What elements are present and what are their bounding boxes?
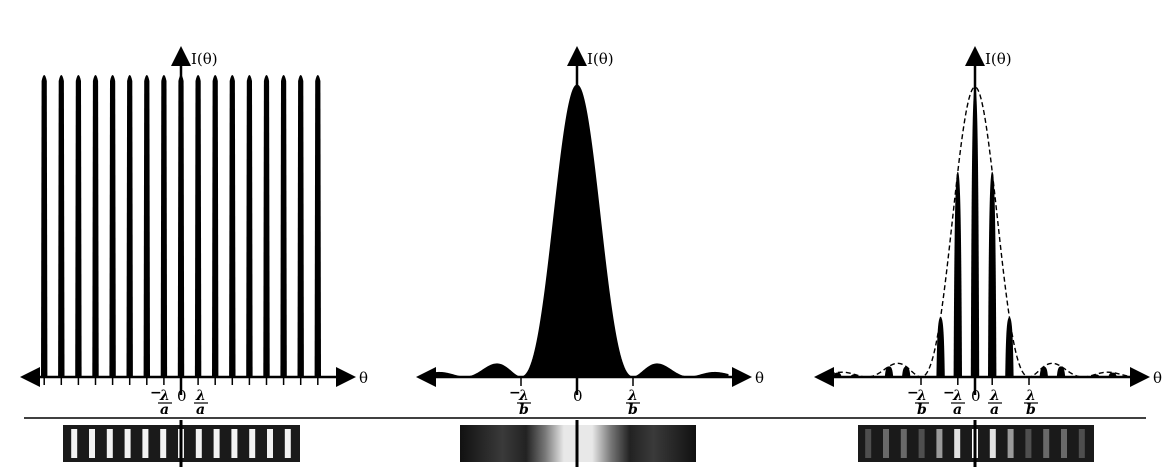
grating-peak — [92, 75, 99, 377]
svg-text:−: − — [943, 385, 955, 401]
grating-fringe-line — [267, 429, 273, 458]
combined-peak — [1005, 317, 1014, 377]
grating-peaks — [41, 75, 321, 377]
grating-peak — [126, 75, 133, 377]
grating-fringe-line — [142, 429, 149, 458]
combined-peak — [953, 171, 962, 377]
grating-peak — [75, 75, 82, 377]
combined-fringe-line — [954, 429, 961, 458]
combined-fringe-line — [883, 429, 889, 458]
combined-peak — [936, 317, 945, 377]
combined-peak — [988, 171, 997, 377]
grating-peak — [314, 75, 321, 377]
grating-peak — [229, 75, 236, 377]
grating-peak — [58, 75, 65, 377]
combined-fringe-line — [865, 429, 872, 458]
svg-text:λ: λ — [989, 388, 1000, 404]
grating-fringe-line — [106, 429, 113, 458]
tick-label-minus-lambda-over-a: − — [150, 385, 162, 401]
grating-peak — [41, 75, 48, 377]
grating-fringe-line — [124, 429, 131, 458]
combined-tick-marks — [920, 377, 1030, 385]
svg-text:λ: λ — [627, 388, 638, 404]
svg-text:−: − — [509, 385, 521, 401]
tick-label-minus-lambda-over-a-den: a — [160, 402, 169, 418]
panel-single-slit: I(θ) θ − λ b 0 λ b — [416, 46, 764, 467]
svg-text:λ: λ — [1025, 388, 1036, 404]
combined-x-axis-label: θ — [1153, 369, 1162, 387]
panel-grating: I(θ) θ − λ a 0 λ a — [20, 46, 368, 467]
combined-fringe-line — [1061, 429, 1067, 458]
grating-peak — [194, 75, 202, 377]
grating-fringe-line — [284, 429, 291, 458]
grating-peak — [160, 75, 168, 377]
grating-fringe-line — [231, 429, 238, 458]
grating-peak — [297, 75, 304, 377]
svg-text:0: 0 — [573, 387, 583, 405]
tick-label-minus-lambda-over-a-num: λ — [159, 388, 170, 404]
single-slit-x-axis-label: θ — [755, 369, 764, 387]
svg-text:λ: λ — [518, 388, 529, 404]
combined-fringe-line — [900, 429, 907, 458]
svg-text:b: b — [519, 402, 529, 418]
combined-envelope-dashed — [829, 86, 1131, 378]
grating-tick-labels: − λ a 0 λ a — [150, 385, 208, 418]
grating-fringe-line — [249, 429, 256, 458]
grating-fringe-line — [195, 429, 202, 458]
grating-y-axis-label: I(θ) — [191, 50, 218, 68]
grating-tick-marks — [43, 377, 319, 385]
combined-tick-labels: − λ b − λ a 0 λ a λ b — [907, 385, 1038, 418]
grating-peak — [212, 75, 219, 377]
svg-text:b: b — [1026, 402, 1036, 418]
grating-fringe-line — [160, 429, 167, 458]
combined-fringe-line — [1025, 429, 1032, 458]
combined-fringe-line — [1007, 429, 1014, 458]
grating-peak — [109, 75, 116, 377]
combined-fringe-line — [989, 429, 996, 458]
svg-text:b: b — [917, 402, 927, 418]
combined-fringe-line — [936, 429, 943, 458]
svg-text:0: 0 — [971, 387, 981, 405]
grating-peak — [263, 75, 270, 377]
single-slit-tick-labels: − λ b 0 λ b — [509, 385, 640, 418]
combined-fringe-line — [918, 429, 925, 458]
grating-x-axis-label: θ — [359, 369, 368, 387]
svg-text:λ: λ — [952, 388, 963, 404]
tick-label-lambda-over-a-den: a — [196, 402, 205, 418]
grating-peak — [246, 75, 253, 377]
single-slit-y-axis-label: I(θ) — [587, 50, 614, 68]
combined-fringes — [865, 429, 1085, 458]
tick-label-lambda-over-a-num: λ — [195, 388, 206, 404]
svg-text:a: a — [990, 402, 999, 418]
svg-text:a: a — [953, 402, 962, 418]
panel-combined: I(θ) θ − λ b − λ a 0 λ a λ b — [814, 46, 1162, 467]
svg-text:b: b — [628, 402, 638, 418]
grating-fringe-line — [213, 429, 220, 458]
combined-fringe-line — [1043, 429, 1050, 458]
combined-y-axis-label: I(θ) — [985, 50, 1012, 68]
grating-fringe-line — [89, 429, 95, 458]
grating-fringe-line — [71, 429, 78, 458]
grating-peak — [143, 75, 150, 377]
grating-peak — [280, 75, 287, 377]
svg-text:−: − — [907, 385, 919, 401]
tick-label-zero: 0 — [177, 387, 187, 405]
combined-fringe-line — [1078, 429, 1085, 458]
svg-text:λ: λ — [916, 388, 927, 404]
